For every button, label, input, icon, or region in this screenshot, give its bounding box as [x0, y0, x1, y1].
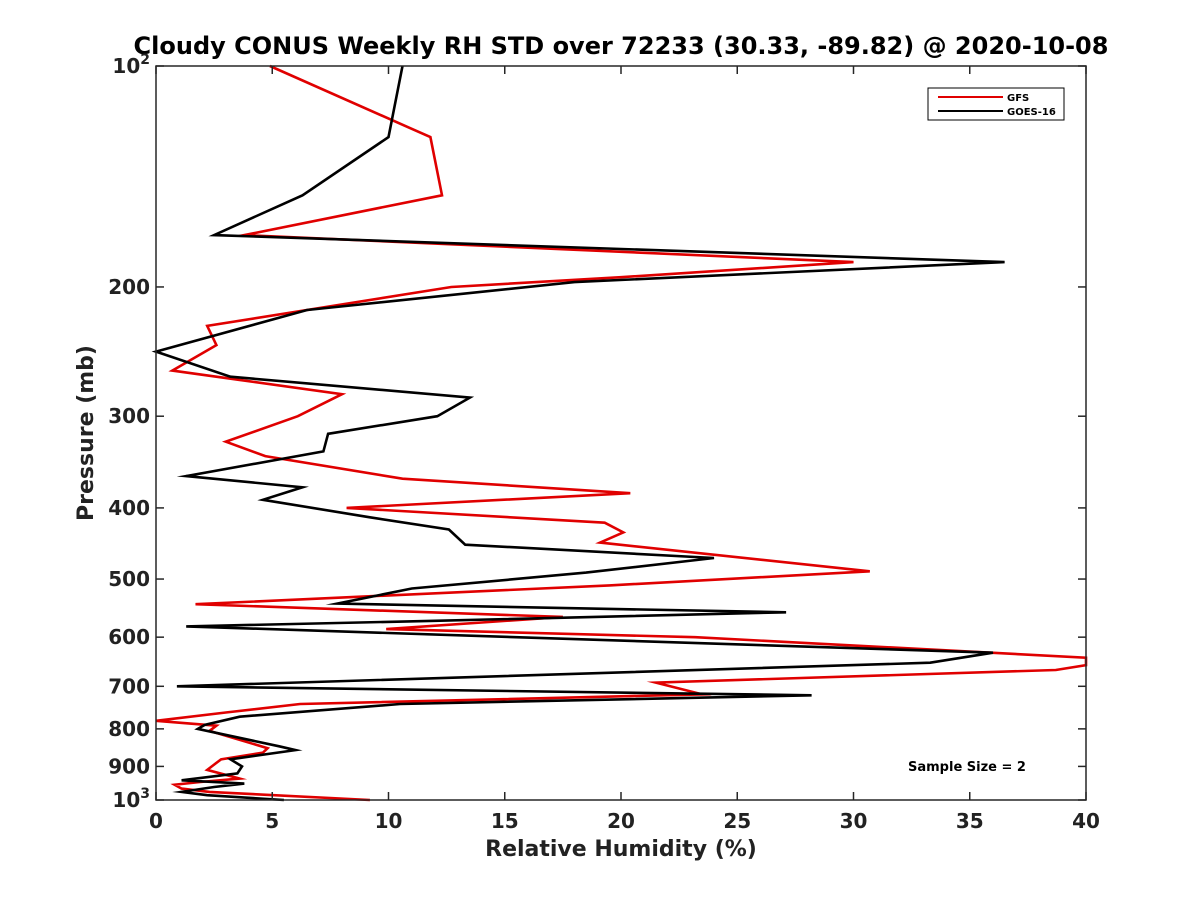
x-tick-label: 40: [1072, 809, 1100, 833]
chart-title: Cloudy CONUS Weekly RH STD over 72233 (3…: [134, 32, 1109, 60]
y-tick-label: 102: [112, 52, 150, 78]
y-tick-label: 103: [112, 786, 150, 812]
x-tick-label: 25: [723, 809, 751, 833]
y-tick-label: 300: [108, 404, 150, 428]
x-tick-label: 20: [607, 809, 635, 833]
series-line-goes-16: [151, 65, 1005, 802]
legend-box: [927, 87, 1065, 121]
y-tick-label: 600: [108, 625, 150, 649]
y-tick-label: 200: [108, 275, 150, 299]
legend: GFS GOES-16: [927, 87, 1065, 121]
legend-label-gfs: GFS: [1007, 93, 1029, 104]
y-tick-label: 700: [108, 674, 150, 698]
y-tick-label: 500: [108, 567, 150, 591]
x-tick-label: 15: [491, 809, 519, 833]
x-tick-label: 10: [375, 809, 403, 833]
x-tick-label: 35: [956, 809, 984, 833]
plot-frame: [155, 65, 1087, 801]
y-axis-label: Pressure (mb): [74, 345, 99, 521]
series-line-gfs: [155, 64, 1088, 802]
legend-label-goes-16: GOES-16: [1007, 107, 1056, 118]
y-tick-label: 900: [108, 754, 150, 778]
x-axis-label: Relative Humidity (%): [485, 837, 757, 862]
x-tick-label: 5: [265, 809, 279, 833]
y-tick-label: 400: [108, 496, 150, 520]
x-tick-label: 30: [840, 809, 868, 833]
y-tick-label: 800: [108, 717, 150, 741]
sample-size-annotation: Sample Size = 2: [908, 760, 1026, 775]
x-tick-label: 0: [149, 809, 163, 833]
